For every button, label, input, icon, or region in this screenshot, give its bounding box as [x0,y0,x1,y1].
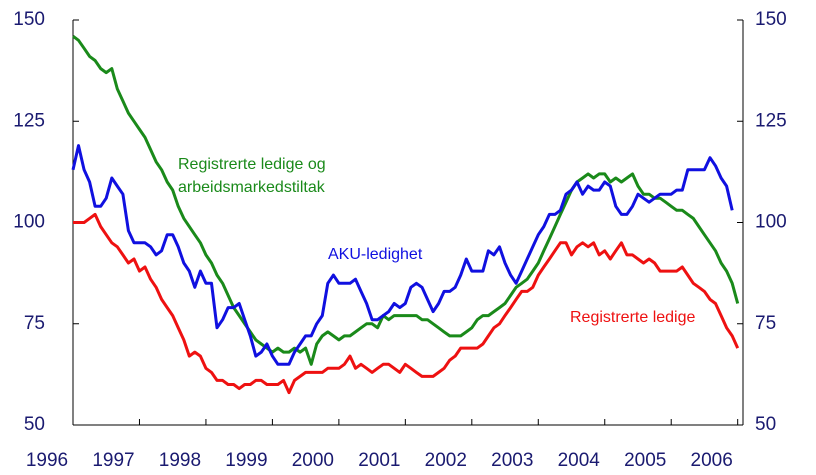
y-tick-label: 100 [13,212,45,233]
y-tick-label: 150 [13,9,45,30]
series-line [73,212,740,395]
annotation: AKU-ledighet [328,246,423,263]
annotation: Registrerte ledige og [178,156,326,173]
annotation: Registrerte ledige [570,309,696,326]
x-tick-label: 1997 [92,450,134,471]
x-tick-label: 2003 [491,450,533,471]
series-line [72,34,740,366]
y-tick-label: 75 [24,313,45,334]
y2-tick-label: 125 [755,110,787,131]
x-tick-label: 2004 [558,450,601,471]
y2-tick-label: 75 [755,313,776,334]
x-tick-label: 2005 [624,450,666,471]
x-tick-label: 2006 [691,450,733,471]
x-tick-label: 2001 [358,450,400,471]
annotation: arbeidsmarkedstiltak [178,179,326,196]
y-tick-label: 50 [24,414,45,435]
y-tick-label: 125 [13,110,45,131]
x-tick-label: 1996 [26,450,68,471]
x-tick-label: 2002 [425,450,467,471]
y2-tick-label: 50 [755,414,776,435]
series-line [71,144,734,366]
x-tick-label: 1999 [225,450,267,471]
x-tick-label: 1998 [159,450,201,471]
y2-tick-label: 100 [755,212,787,233]
y2-tick-label: 150 [755,9,787,30]
x-tick-label: 2000 [292,450,334,471]
